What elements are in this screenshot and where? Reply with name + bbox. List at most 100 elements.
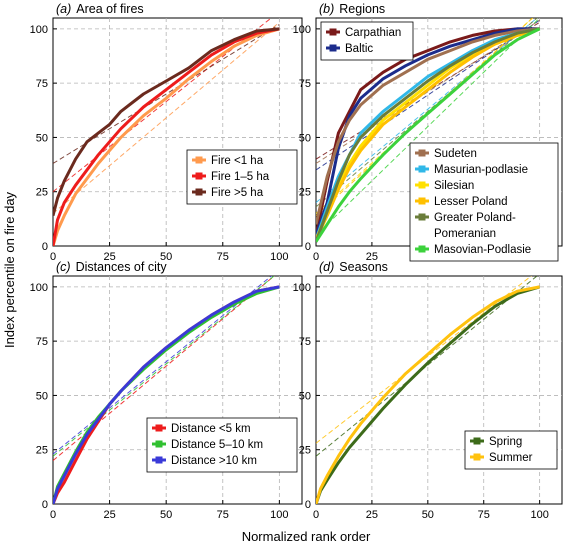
series-line xyxy=(316,285,540,504)
series-line xyxy=(316,27,540,236)
legend-box xyxy=(464,430,558,470)
x-tick-label: 100 xyxy=(530,509,548,521)
y-tick-label: 75 xyxy=(36,78,48,90)
y-tick-label: 0 xyxy=(42,499,48,511)
plot-area xyxy=(316,276,541,504)
panel-title: (b) Regions xyxy=(319,2,385,16)
legend: Fire <1 ha Fire 1–5 ha Fire >5 ha xyxy=(186,149,298,205)
legend-marker xyxy=(195,188,203,196)
legend: Distance <5 km Distance 5–10 km Distance >… xyxy=(146,417,298,473)
y-tick-label: 50 xyxy=(299,132,311,144)
legend-label: Distance 5–10 km xyxy=(171,439,263,451)
y-tick-label: 0 xyxy=(305,499,311,511)
legend-label: Baltic xyxy=(345,43,373,55)
legend-marker xyxy=(473,453,481,461)
y-tick-label: 25 xyxy=(36,445,48,457)
y-tick-label: 100 xyxy=(30,282,48,294)
panel-title: (a) Area of fires xyxy=(56,2,144,16)
fit-line xyxy=(53,21,280,214)
plot-area xyxy=(316,18,541,243)
y-tick-label: 100 xyxy=(293,24,311,36)
x-tick-label: 100 xyxy=(270,509,288,521)
fit-line xyxy=(316,18,538,203)
x-axis-label: Normalized rank order xyxy=(242,529,371,544)
legend-label: Masurian-podlasie xyxy=(434,164,528,176)
plot-area xyxy=(53,18,280,246)
legend: Carpathian Baltic xyxy=(320,21,414,61)
legend-label: Fire <1 ha xyxy=(211,155,264,167)
x-tick-label: 0 xyxy=(313,509,319,521)
legend-label: Distance <5 km xyxy=(171,423,251,435)
series-line xyxy=(316,27,541,243)
series-line xyxy=(316,285,541,504)
y-tick-label: 75 xyxy=(299,78,311,90)
series-line xyxy=(53,27,280,216)
x-tick-label: 25 xyxy=(366,509,378,521)
y-tick-label: 0 xyxy=(42,241,48,253)
y-tick-label: 100 xyxy=(293,282,311,294)
x-tick-label: 0 xyxy=(313,251,319,263)
series-line xyxy=(53,27,280,246)
x-tick-label: 25 xyxy=(366,251,378,263)
y-tick-label: 75 xyxy=(299,336,311,348)
legend-marker xyxy=(418,181,426,189)
legend-label: Distance >10 km xyxy=(171,455,257,467)
series-line xyxy=(316,27,540,225)
y-axis-label: Index percentile on fire day xyxy=(2,191,17,348)
x-tick-label: 100 xyxy=(270,251,288,263)
legend-marker xyxy=(329,28,337,36)
x-tick-label: 0 xyxy=(50,509,56,521)
legend: Spring Summer xyxy=(464,430,558,470)
plot-area xyxy=(53,276,280,504)
plot-frame xyxy=(315,275,563,505)
legend-box xyxy=(146,417,298,473)
x-tick-label: 75 xyxy=(217,509,229,521)
legend-label: Greater Poland-Pomeranian xyxy=(434,212,516,240)
legend-marker xyxy=(418,149,426,157)
legend-marker xyxy=(155,440,163,448)
x-tick-label: 25 xyxy=(103,509,115,521)
plot-frame xyxy=(52,17,303,247)
panel-title: (c) Distances of city xyxy=(56,260,167,274)
legend-marker xyxy=(418,197,426,205)
panel-d: 0 25 50 75 100 0 25 50 75 100 (d) Seasons Spring Summ… xyxy=(293,260,563,521)
panel-a: 0 25 50 75 100 0 25 50 75 100 (a) Area of fires Fire… xyxy=(30,2,303,263)
legend-box xyxy=(409,142,559,262)
y-tick-label: 50 xyxy=(36,132,48,144)
fit-line xyxy=(316,18,534,216)
series-line xyxy=(53,27,280,246)
legend-marker xyxy=(418,165,426,173)
y-tick-label: 50 xyxy=(299,390,311,402)
legend-label: Fire >5 ha xyxy=(211,187,264,199)
x-tick-label: 50 xyxy=(160,251,172,263)
legend-label: Lesser Poland xyxy=(434,196,508,208)
legend-marker xyxy=(473,437,481,445)
x-tick-label: 25 xyxy=(103,251,115,263)
series-line xyxy=(316,27,540,240)
x-tick-label: 75 xyxy=(478,509,490,521)
y-tick-label: 25 xyxy=(299,187,311,199)
legend-marker xyxy=(195,172,203,180)
fit-line xyxy=(316,276,538,457)
x-tick-label: 50 xyxy=(422,509,434,521)
legend-label: Masovian-Podlasie xyxy=(434,244,531,256)
series-line xyxy=(53,285,280,504)
x-tick-label: 0 xyxy=(50,251,56,263)
fit-line xyxy=(316,19,540,164)
legend-label: Carpathian xyxy=(345,27,401,39)
panel-title: (d) Seasons xyxy=(319,260,388,274)
y-tick-label: 25 xyxy=(36,187,48,199)
fit-line xyxy=(316,18,540,236)
y-tick-label: 75 xyxy=(36,336,48,348)
legend-marker xyxy=(195,156,203,164)
y-tick-label: 0 xyxy=(305,241,311,253)
legend: Sudeten Masurian-podlasie Silesian Lesser P… xyxy=(409,142,559,262)
fit-line xyxy=(316,18,538,208)
legend-label: Fire 1–5 ha xyxy=(211,171,270,183)
y-tick-label: 100 xyxy=(30,24,48,36)
y-tick-label: 25 xyxy=(299,445,311,457)
legend-marker xyxy=(418,245,426,253)
panel-b: 02550751000255075100(b)RegionsCarpathian… xyxy=(293,2,563,263)
